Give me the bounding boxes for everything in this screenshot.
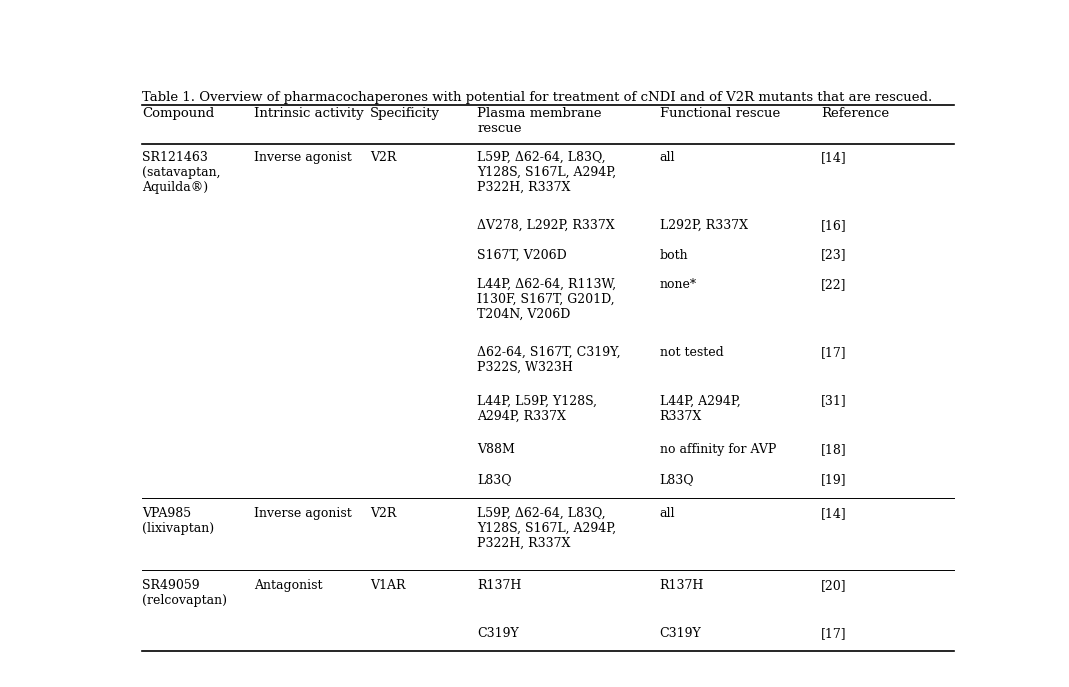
Text: L59P, Δ62-64, L83Q,
Y128S, S167L, A294P,
P322H, R337X: L59P, Δ62-64, L83Q, Y128S, S167L, A294P,… [478, 151, 617, 194]
Text: [31]: [31] [821, 394, 847, 407]
Text: [18]: [18] [821, 443, 847, 456]
Text: Table 1. Overview of pharmacochaperones with potential for treatment of cNDI and: Table 1. Overview of pharmacochaperones … [142, 91, 932, 104]
Text: L83Q: L83Q [660, 473, 695, 486]
Text: not tested: not tested [660, 346, 724, 359]
Text: L44P, L59P, Y128S,
A294P, R337X: L44P, L59P, Y128S, A294P, R337X [478, 394, 598, 423]
Text: R137H: R137H [478, 578, 522, 592]
Text: both: both [660, 249, 688, 262]
Text: [14]: [14] [821, 151, 847, 164]
Text: [14]: [14] [821, 507, 847, 519]
Text: Inverse agonist: Inverse agonist [253, 507, 352, 519]
Text: ΔV278, L292P, R337X: ΔV278, L292P, R337X [478, 219, 615, 232]
Text: V1AR: V1AR [370, 578, 405, 592]
Text: [17]: [17] [821, 346, 847, 359]
Text: [19]: [19] [821, 473, 847, 486]
Text: all: all [660, 507, 676, 519]
Text: VPA985
(lixivaptan): VPA985 (lixivaptan) [142, 507, 214, 534]
Text: V2R: V2R [370, 151, 397, 164]
Text: C319Y: C319Y [478, 627, 520, 640]
Text: [17]: [17] [821, 627, 847, 640]
Text: Compound: Compound [142, 107, 214, 120]
Text: [20]: [20] [821, 578, 847, 592]
Text: S167T, V206D: S167T, V206D [478, 249, 568, 262]
Text: all: all [660, 151, 676, 164]
Text: Reference: Reference [821, 107, 889, 120]
Text: Antagonist: Antagonist [253, 578, 322, 592]
Text: V2R: V2R [370, 507, 397, 519]
Text: Plasma membrane
rescue: Plasma membrane rescue [478, 107, 602, 135]
Text: Inverse agonist: Inverse agonist [253, 151, 352, 164]
Text: L292P, R337X: L292P, R337X [660, 219, 747, 232]
Text: Specificity: Specificity [370, 107, 439, 120]
Text: [16]: [16] [821, 219, 847, 232]
Text: L44P, A294P,
R337X: L44P, A294P, R337X [660, 394, 741, 423]
Text: no affinity for AVP: no affinity for AVP [660, 443, 776, 456]
Text: C319Y: C319Y [660, 627, 701, 640]
Text: L44P, Δ62-64, R113W,
I130F, S167T, G201D,
T204N, V206D: L44P, Δ62-64, R113W, I130F, S167T, G201D… [478, 278, 617, 321]
Text: [22]: [22] [821, 278, 847, 291]
Text: L83Q: L83Q [478, 473, 512, 486]
Text: R137H: R137H [660, 578, 704, 592]
Text: SR49059
(relcovaptan): SR49059 (relcovaptan) [142, 578, 227, 607]
Text: Intrinsic activity: Intrinsic activity [253, 107, 363, 120]
Text: V88M: V88M [478, 443, 515, 456]
Text: SR121463
(satavaptan,
Aquilda®): SR121463 (satavaptan, Aquilda®) [142, 151, 220, 194]
Text: none*: none* [660, 278, 697, 291]
Text: Functional rescue: Functional rescue [660, 107, 780, 120]
Text: L59P, Δ62-64, L83Q,
Y128S, S167L, A294P,
P322H, R337X: L59P, Δ62-64, L83Q, Y128S, S167L, A294P,… [478, 507, 617, 550]
Text: Δ62-64, S167T, C319Y,
P322S, W323H: Δ62-64, S167T, C319Y, P322S, W323H [478, 346, 621, 374]
Text: [23]: [23] [821, 249, 847, 262]
